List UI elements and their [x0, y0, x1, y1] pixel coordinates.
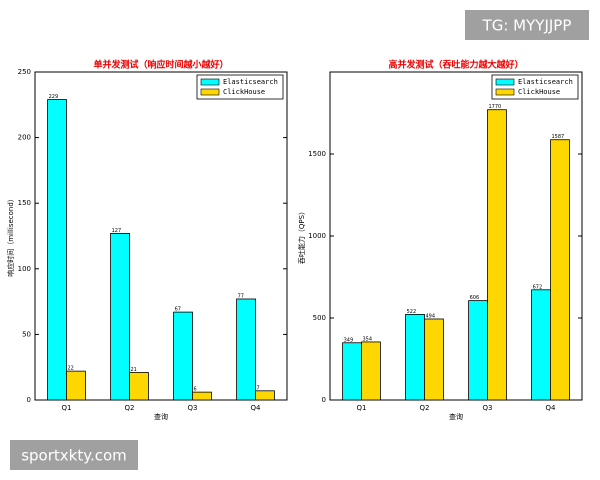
x-tick-label: Q4: [251, 404, 262, 412]
legend-swatch: [200, 78, 220, 86]
value-label: 67: [175, 307, 181, 313]
value-label: 349: [344, 337, 354, 343]
bar: [487, 109, 507, 401]
y-tick-label: 50: [22, 330, 31, 338]
value-label: 22: [68, 366, 74, 372]
legend-swatch: [495, 78, 515, 86]
y-tick-label: 150: [18, 199, 31, 207]
legend-swatch: [495, 88, 515, 96]
bar: [236, 298, 256, 401]
y-tick-label: 0: [27, 396, 31, 404]
watermark-box: [10, 440, 138, 470]
bar: [66, 370, 86, 401]
y-tick-label: 250: [18, 68, 31, 76]
value-label: 1770: [489, 104, 502, 110]
value-label: 606: [470, 295, 480, 301]
bar: [468, 300, 488, 401]
chart-title: 高并发测试（吞吐能力越大越好）: [388, 59, 523, 71]
value-label: 1587: [552, 134, 565, 140]
watermark: sportxkty.com: [21, 447, 127, 465]
bar: [192, 391, 212, 401]
bar: [424, 318, 444, 401]
y-tick-label: 0: [322, 396, 326, 404]
bar: [531, 289, 551, 401]
x-tick-label: Q1: [357, 404, 367, 412]
legend-swatch: [200, 88, 220, 96]
x-axis-label: 查询: [154, 412, 168, 421]
value-label: 21: [131, 367, 137, 373]
x-tick-label: Q3: [188, 404, 198, 412]
y-tick-label: 200: [18, 134, 31, 142]
value-label: 229: [49, 94, 59, 100]
x-tick-label: Q4: [546, 404, 557, 412]
y-tick-label: 1500: [308, 150, 326, 158]
value-label: 354: [363, 336, 373, 342]
chart-title: 单并发测试（响应时间越小越好）: [93, 59, 228, 71]
y-tick-label: 100: [18, 265, 31, 273]
bar: [173, 311, 193, 401]
legend-label: ClickHouse: [223, 88, 265, 96]
bar: [361, 341, 381, 401]
bar: [47, 99, 67, 401]
value-label: 494: [426, 313, 436, 319]
bar: [550, 139, 570, 401]
y-axis-label: 响应时间（millisecond）: [6, 195, 15, 277]
value-label: 77: [238, 293, 244, 299]
x-tick-label: Q2: [420, 404, 430, 412]
value-label: 672: [533, 284, 543, 290]
x-tick-label: Q1: [62, 404, 72, 412]
x-tick-label: Q3: [483, 404, 493, 412]
value-label: 127: [112, 228, 122, 234]
value-label: 7: [257, 385, 260, 391]
value-label: 6: [194, 387, 197, 393]
x-axis-label: 查询: [449, 412, 463, 421]
y-axis-label: 吞吐能力（QPS）: [297, 208, 306, 264]
y-tick-label: 1000: [308, 232, 326, 240]
bar: [110, 232, 130, 401]
legend-label: Elasticsearch: [223, 78, 278, 86]
bar: [255, 390, 275, 401]
watermark: TG: MYYJJPP: [482, 17, 572, 35]
bar: [129, 372, 149, 401]
value-label: 522: [407, 309, 417, 315]
y-tick-label: 500: [313, 314, 326, 322]
legend-label: ClickHouse: [518, 88, 560, 96]
bar: [405, 313, 425, 401]
x-tick-label: Q2: [125, 404, 135, 412]
plot-area: [34, 71, 288, 401]
bar: [342, 342, 362, 401]
watermark-box: [465, 10, 589, 40]
legend-label: Elasticsearch: [518, 78, 573, 86]
